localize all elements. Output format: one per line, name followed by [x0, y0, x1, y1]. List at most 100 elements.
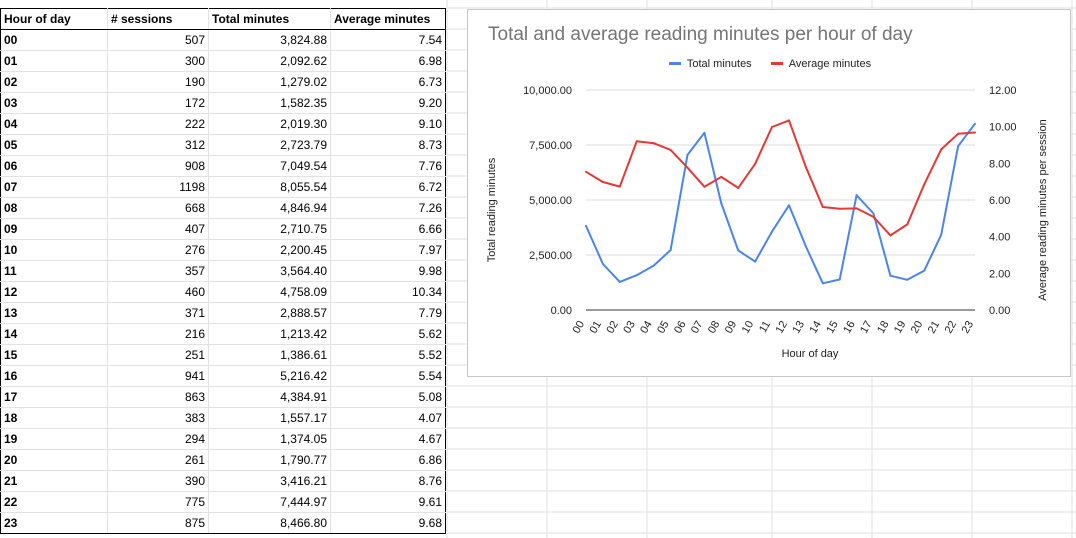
cell-sessions[interactable]: 222 [107, 113, 209, 135]
cell-sessions[interactable]: 941 [107, 365, 209, 387]
cell-average-minutes[interactable]: 4.67 [330, 428, 446, 450]
cell-hour[interactable]: 13 [0, 302, 108, 324]
cell-average-minutes[interactable]: 6.66 [330, 218, 446, 240]
cell-sessions[interactable]: 276 [107, 239, 209, 261]
cell-hour[interactable]: 03 [0, 92, 108, 114]
cell-average-minutes[interactable]: 5.54 [330, 365, 446, 387]
cell-total-minutes[interactable]: 4,384.91 [208, 386, 331, 408]
cell-sessions[interactable]: 312 [107, 134, 209, 156]
cell-total-minutes[interactable]: 2,200.45 [208, 239, 331, 261]
cell-total-minutes[interactable]: 1,213.42 [208, 323, 331, 345]
cell-average-minutes[interactable]: 7.54 [330, 29, 446, 51]
cell-sessions[interactable]: 216 [107, 323, 209, 345]
cell-average-minutes[interactable]: 6.98 [330, 50, 446, 72]
column-header-total-minutes[interactable]: Total minutes [208, 8, 331, 30]
cell-hour[interactable]: 14 [0, 323, 108, 345]
cell-total-minutes[interactable]: 1,279.02 [208, 71, 331, 93]
cell-total-minutes[interactable]: 8,466.80 [208, 512, 331, 534]
cell-sessions[interactable]: 261 [107, 449, 209, 471]
cell-total-minutes[interactable]: 1,386.61 [208, 344, 331, 366]
cell-hour[interactable]: 21 [0, 470, 108, 492]
cell-sessions[interactable]: 371 [107, 302, 209, 324]
cell-hour[interactable]: 12 [0, 281, 108, 303]
cell-total-minutes[interactable]: 1,374.05 [208, 428, 331, 450]
cell-average-minutes[interactable]: 8.73 [330, 134, 446, 156]
cell-total-minutes[interactable]: 7,444.97 [208, 491, 331, 513]
column-header-average-minutes[interactable]: Average minutes [330, 8, 446, 30]
cell-sessions[interactable]: 507 [107, 29, 209, 51]
cell-hour[interactable]: 05 [0, 134, 108, 156]
cell-hour[interactable]: 15 [0, 344, 108, 366]
cell-hour[interactable]: 02 [0, 71, 108, 93]
cell-hour[interactable]: 20 [0, 449, 108, 471]
cell-average-minutes[interactable]: 5.52 [330, 344, 446, 366]
cell-sessions[interactable]: 251 [107, 344, 209, 366]
cell-average-minutes[interactable]: 5.62 [330, 323, 446, 345]
cell-hour[interactable]: 09 [0, 218, 108, 240]
cell-hour[interactable]: 19 [0, 428, 108, 450]
cell-hour[interactable]: 08 [0, 197, 108, 219]
column-header-sessions[interactable]: # sessions [107, 8, 209, 30]
cell-sessions[interactable]: 908 [107, 155, 209, 177]
cell-average-minutes[interactable]: 4.07 [330, 407, 446, 429]
cell-hour[interactable]: 11 [0, 260, 108, 282]
cell-average-minutes[interactable]: 7.79 [330, 302, 446, 324]
cell-average-minutes[interactable]: 5.08 [330, 386, 446, 408]
cell-total-minutes[interactable]: 8,055.54 [208, 176, 331, 198]
cell-total-minutes[interactable]: 3,564.40 [208, 260, 331, 282]
cell-sessions[interactable]: 172 [107, 92, 209, 114]
cell-hour[interactable]: 22 [0, 491, 108, 513]
cell-total-minutes[interactable]: 2,723.79 [208, 134, 331, 156]
cell-sessions[interactable]: 300 [107, 50, 209, 72]
cell-average-minutes[interactable]: 9.20 [330, 92, 446, 114]
cell-average-minutes[interactable]: 7.76 [330, 155, 446, 177]
cell-average-minutes[interactable]: 10.34 [330, 281, 446, 303]
cell-hour[interactable]: 23 [0, 512, 108, 534]
cell-hour[interactable]: 01 [0, 50, 108, 72]
cell-total-minutes[interactable]: 2,092.62 [208, 50, 331, 72]
cell-total-minutes[interactable]: 1,582.35 [208, 92, 331, 114]
cell-total-minutes[interactable]: 4,758.09 [208, 281, 331, 303]
column-header-hour[interactable]: Hour of day [0, 8, 108, 30]
cell-average-minutes[interactable]: 7.97 [330, 239, 446, 261]
cell-hour[interactable]: 00 [0, 29, 108, 51]
cell-hour[interactable]: 10 [0, 239, 108, 261]
cell-sessions[interactable]: 294 [107, 428, 209, 450]
cell-sessions[interactable]: 875 [107, 512, 209, 534]
cell-average-minutes[interactable]: 8.76 [330, 470, 446, 492]
cell-hour[interactable]: 04 [0, 113, 108, 135]
cell-total-minutes[interactable]: 7,049.54 [208, 155, 331, 177]
cell-hour[interactable]: 17 [0, 386, 108, 408]
cell-sessions[interactable]: 190 [107, 71, 209, 93]
cell-total-minutes[interactable]: 5,216.42 [208, 365, 331, 387]
cell-sessions[interactable]: 357 [107, 260, 209, 282]
cell-sessions[interactable]: 1198 [107, 176, 209, 198]
cell-average-minutes[interactable]: 9.61 [330, 491, 446, 513]
cell-average-minutes[interactable]: 7.26 [330, 197, 446, 219]
cell-total-minutes[interactable]: 2,710.75 [208, 218, 331, 240]
cell-sessions[interactable]: 775 [107, 491, 209, 513]
cell-hour[interactable]: 16 [0, 365, 108, 387]
cell-average-minutes[interactable]: 9.98 [330, 260, 446, 282]
cell-hour[interactable]: 18 [0, 407, 108, 429]
cell-sessions[interactable]: 407 [107, 218, 209, 240]
cell-total-minutes[interactable]: 3,416.21 [208, 470, 331, 492]
cell-average-minutes[interactable]: 6.72 [330, 176, 446, 198]
cell-total-minutes[interactable]: 2,888.57 [208, 302, 331, 324]
cell-hour[interactable]: 07 [0, 176, 108, 198]
cell-hour[interactable]: 06 [0, 155, 108, 177]
cell-average-minutes[interactable]: 9.68 [330, 512, 446, 534]
cell-total-minutes[interactable]: 2,019.30 [208, 113, 331, 135]
cell-sessions[interactable]: 383 [107, 407, 209, 429]
cell-sessions[interactable]: 863 [107, 386, 209, 408]
cell-average-minutes[interactable]: 6.86 [330, 449, 446, 471]
cell-sessions[interactable]: 460 [107, 281, 209, 303]
cell-total-minutes[interactable]: 1,790.77 [208, 449, 331, 471]
cell-sessions[interactable]: 390 [107, 470, 209, 492]
cell-sessions[interactable]: 668 [107, 197, 209, 219]
chart-panel[interactable]: 0.00 2,500.00 5,000.00 7,500.00 10,000.00 0.0… [467, 9, 1071, 377]
cell-average-minutes[interactable]: 6.73 [330, 71, 446, 93]
cell-average-minutes[interactable]: 9.10 [330, 113, 446, 135]
cell-total-minutes[interactable]: 4,846.94 [208, 197, 331, 219]
cell-total-minutes[interactable]: 1,557.17 [208, 407, 331, 429]
